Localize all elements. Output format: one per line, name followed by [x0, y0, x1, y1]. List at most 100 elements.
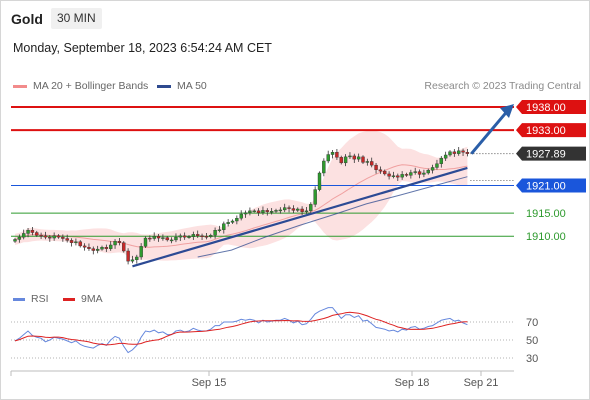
candle-body	[87, 247, 91, 249]
candle-body	[78, 241, 82, 247]
candle-body	[222, 223, 226, 230]
legend-ma50-swatch	[157, 84, 171, 88]
timestamp: Monday, September 18, 2023 6:54:24 AM CE…	[13, 41, 272, 55]
forecast-arrow-shaft	[470, 106, 512, 155]
candle-body	[461, 150, 465, 153]
candle-body	[457, 150, 461, 154]
candle-body	[370, 161, 374, 166]
forecast-arrow-head	[500, 104, 514, 118]
candle-body	[391, 175, 396, 177]
legend-ma50-label: MA 50	[177, 80, 207, 92]
candle-body	[217, 229, 222, 231]
candle-body	[326, 154, 330, 162]
legend-ma50: MA 50	[157, 80, 207, 92]
rsi-level-label-30: 30	[526, 353, 538, 365]
candle-body	[209, 235, 213, 237]
x-tick-label: Sep 21	[464, 377, 499, 389]
candle-body	[152, 236, 156, 239]
candle-body	[195, 234, 200, 236]
candle-body	[135, 256, 139, 260]
candle-body	[122, 242, 126, 252]
candle-body	[156, 236, 161, 239]
rsi-level-label-50: 50	[526, 335, 538, 347]
timeframe-selector[interactable]: 30 MIN	[51, 8, 102, 29]
candle-body	[313, 189, 317, 205]
candle-body	[126, 250, 130, 262]
candle-body	[265, 210, 269, 212]
candle-body	[439, 158, 443, 164]
candle-body	[230, 220, 235, 223]
candle-body	[261, 210, 265, 213]
candle-body	[343, 156, 348, 164]
candle-body	[317, 172, 322, 190]
candle-body	[300, 208, 304, 212]
price-tag-label-1910.00: 1910.00	[526, 231, 566, 243]
legend-9ma: 9MA	[63, 293, 103, 305]
price-tag-label-1938.00: 1938.00	[526, 102, 566, 114]
price-tag-1933.00	[516, 123, 586, 138]
candle-body	[143, 237, 148, 247]
candle-body	[22, 233, 26, 238]
candle-body	[174, 236, 178, 241]
candle-body	[296, 208, 300, 211]
candlestick-series	[13, 147, 470, 265]
candle-body	[422, 172, 426, 175]
candle-body	[161, 237, 165, 239]
candle-body	[348, 155, 352, 158]
candle-body	[361, 156, 365, 163]
candle-body	[139, 246, 143, 258]
candle-body	[322, 160, 326, 174]
price-tag-label-1927.89: 1927.89	[526, 148, 566, 160]
price-tag-1927.89	[516, 146, 586, 161]
candle-body	[65, 238, 69, 241]
candle-body	[165, 237, 169, 241]
price-tag-label-1915.00: 1915.00	[526, 208, 566, 220]
candle-body	[43, 235, 48, 238]
candle-body	[374, 164, 378, 170]
candle-body	[74, 241, 78, 243]
legend-bollinger-swatch	[13, 84, 27, 88]
candle-body	[30, 230, 35, 233]
x-tick-label: Sep 18	[395, 377, 430, 389]
candle-body	[352, 155, 356, 160]
candle-body	[226, 222, 230, 224]
candle-body	[335, 152, 339, 158]
candle-body	[430, 167, 435, 171]
candle-body	[26, 230, 30, 234]
legend-9ma-swatch	[63, 297, 75, 301]
candle-body	[378, 169, 383, 172]
candle-body	[148, 237, 152, 240]
candle-body	[304, 210, 309, 213]
candle-body	[117, 241, 122, 243]
candle-body	[409, 172, 413, 176]
candle-body	[387, 173, 391, 177]
candle-body	[182, 235, 187, 238]
candle-body	[426, 170, 430, 174]
candle-body	[178, 235, 183, 238]
price-tag-label-1933.00: 1933.00	[526, 125, 566, 137]
candle-body	[465, 152, 470, 154]
x-tick-label: Sep 15	[192, 377, 227, 389]
candle-body	[283, 207, 287, 211]
candle-body	[452, 151, 457, 154]
candle-body	[383, 170, 387, 175]
candle-body	[108, 244, 113, 249]
candle-body	[330, 152, 335, 155]
price-tag-label-1921.00: 1921.00	[526, 180, 566, 192]
ma20-line	[14, 164, 468, 248]
candle-body	[69, 240, 74, 243]
candle-body	[443, 154, 448, 159]
candle-body	[417, 171, 422, 175]
candle-body	[13, 239, 17, 242]
legend-rsi-swatch	[13, 297, 25, 301]
candle-body	[61, 236, 65, 239]
candle-body	[413, 171, 417, 173]
candle-body	[400, 174, 404, 178]
candle-body	[52, 235, 56, 239]
candle-body	[365, 161, 370, 163]
candle-body	[191, 234, 196, 237]
rsi-level-label-70: 70	[526, 317, 538, 329]
candle-body	[104, 247, 109, 249]
